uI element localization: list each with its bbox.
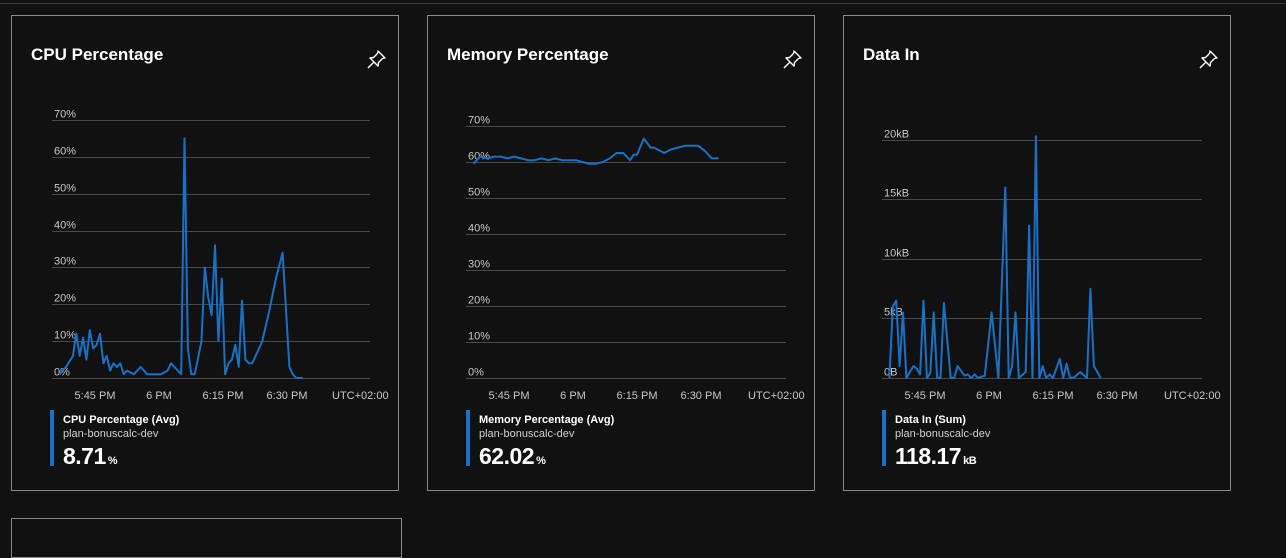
x-tick-label: 5:45 PM <box>905 390 946 402</box>
y-tick-label: 10kB <box>884 248 909 260</box>
y-tick-label: 10% <box>468 331 490 343</box>
legend-resource-name: plan-bonuscalc-dev <box>895 428 991 440</box>
card-title: Memory Percentage <box>447 45 609 64</box>
y-tick-label: 60% <box>54 146 76 158</box>
legend-value-unit: % <box>107 455 118 467</box>
top-divider <box>0 3 1286 4</box>
y-tick-label: 20kB <box>884 129 909 141</box>
legend-color-swatch <box>50 410 54 466</box>
y-tick-label: 50% <box>468 187 490 199</box>
card-title: CPU Percentage <box>31 45 164 64</box>
x-tick-label: 6:30 PM <box>1097 390 1138 402</box>
legend-value-number: 118.17 <box>895 443 962 469</box>
x-tick-label: 6:15 PM <box>1033 390 1074 402</box>
x-tick-label: 5:45 PM <box>75 390 116 402</box>
x-tick-label: 6:15 PM <box>617 390 658 402</box>
y-tick-label: 0% <box>468 367 484 379</box>
legend-value: 8.71% <box>63 443 118 470</box>
pin-icon[interactable] <box>364 48 388 72</box>
x-tick-label: 6 PM <box>976 390 1002 402</box>
memory-percentage-chart: 0%10%20%30%40%50%60%70%5:45 PM 6 PM 6:15 P… <box>466 115 805 402</box>
x-tick-label: 6 PM <box>560 390 586 402</box>
legend-resource-name: plan-bonuscalc-dev <box>479 428 575 440</box>
y-tick-label: 20% <box>468 295 490 307</box>
x-tick-label: 5:45 PM <box>489 390 530 402</box>
series-line <box>472 137 719 165</box>
x-tick-label: 6:30 PM <box>267 390 308 402</box>
y-tick-label: 0B <box>884 367 897 379</box>
memory-percentage-card[interactable]: Memory Percentage 0% 10% 20% 30% 40% 50% 60% 70… <box>427 15 815 491</box>
legend-color-swatch <box>882 410 886 466</box>
cpu-percentage-chart: 0%10%20%30%40%50%60%70%5:45 PM 6 PM 6:15 P… <box>52 109 389 402</box>
data-in-card[interactable]: Data In 0B 5kB 10kB 15kB 20kB 5:45 PM 6 PM 6:15… <box>843 15 1231 491</box>
legend-value: 118.17 kB <box>895 443 977 470</box>
legend-series-name: CPU Percentage (Avg) <box>63 414 180 426</box>
legend-resource-name: plan-bonuscalc-dev <box>63 428 159 440</box>
legend-value: 62.02% <box>479 443 546 470</box>
x-tick-label: 6 PM <box>146 390 172 402</box>
legend-value-unit: % <box>536 455 546 467</box>
y-tick-label: 40% <box>54 220 76 232</box>
y-tick-label: 50% <box>54 183 76 195</box>
legend-value-unit: kB <box>963 455 977 467</box>
y-tick-label: 30% <box>468 259 490 271</box>
y-tick-label: 20% <box>54 293 76 305</box>
y-tick-label: 70% <box>468 115 490 127</box>
series-line <box>58 137 303 379</box>
x-tick-label: UTC+02:00 <box>748 390 805 402</box>
legend-value-number: 8.71 <box>63 443 106 469</box>
y-tick-label: 30% <box>54 256 76 268</box>
series-line <box>888 135 1102 379</box>
card-title: Data In <box>863 45 920 64</box>
y-tick-label: 70% <box>54 109 76 121</box>
cpu-percentage-card[interactable]: CPU Percentage 0% 10% 20% 30% 40% 50% 60% 70% 5:… <box>11 15 399 491</box>
legend-series-name: Data In (Sum) <box>895 414 966 426</box>
x-tick-label: UTC+02:00 <box>1164 390 1221 402</box>
y-tick-label: 10% <box>54 330 76 342</box>
y-tick-label: 40% <box>468 223 490 235</box>
x-tick-label: UTC+02:00 <box>332 390 389 402</box>
x-tick-label: 6:15 PM <box>203 390 244 402</box>
legend-color-swatch <box>466 410 470 466</box>
pin-icon[interactable] <box>1196 48 1220 72</box>
next-card-partial[interactable] <box>11 518 402 558</box>
y-tick-label: 15kB <box>884 188 909 200</box>
pin-icon[interactable] <box>780 48 804 72</box>
x-tick-label: 6:30 PM <box>681 390 722 402</box>
legend-value-number: 62.02 <box>479 443 535 469</box>
legend-series-name: Memory Percentage (Avg) <box>479 414 615 426</box>
